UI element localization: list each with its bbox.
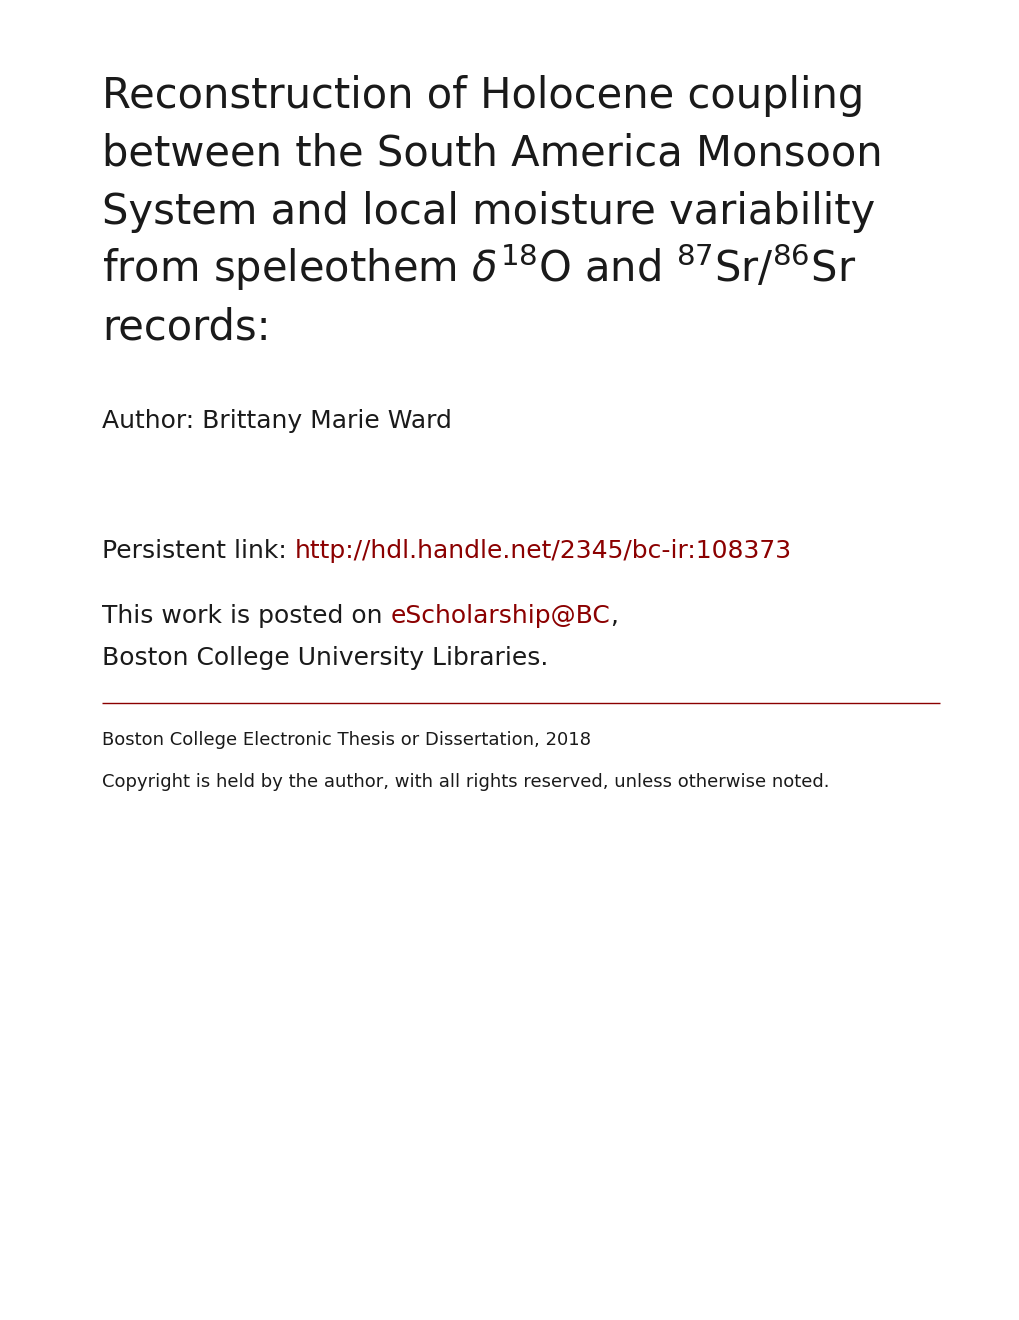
Text: eScholarship@BC: eScholarship@BC — [390, 605, 609, 628]
Text: Persistent link:: Persistent link: — [102, 539, 294, 564]
Text: System and local moisture variability: System and local moisture variability — [102, 191, 874, 234]
Text: between the South America Monsoon: between the South America Monsoon — [102, 133, 881, 176]
Text: ,: , — [609, 605, 618, 628]
Text: This work is posted on: This work is posted on — [102, 605, 390, 628]
Text: Boston College Electronic Thesis or Dissertation, 2018: Boston College Electronic Thesis or Diss… — [102, 731, 590, 748]
Text: Author: Brittany Marie Ward: Author: Brittany Marie Ward — [102, 409, 451, 433]
Text: Reconstruction of Holocene coupling: Reconstruction of Holocene coupling — [102, 75, 863, 117]
Text: Copyright is held by the author, with all rights reserved, unless otherwise note: Copyright is held by the author, with al… — [102, 774, 828, 791]
Text: records:: records: — [102, 308, 270, 348]
Text: http://hdl.handle.net/2345/bc-ir:108373: http://hdl.handle.net/2345/bc-ir:108373 — [294, 539, 791, 564]
Text: from speleothem $\delta^{18}$O and $^{87}$Sr/$^{86}$Sr: from speleothem $\delta^{18}$O and $^{87… — [102, 242, 855, 293]
Text: Boston College University Libraries.: Boston College University Libraries. — [102, 645, 548, 671]
